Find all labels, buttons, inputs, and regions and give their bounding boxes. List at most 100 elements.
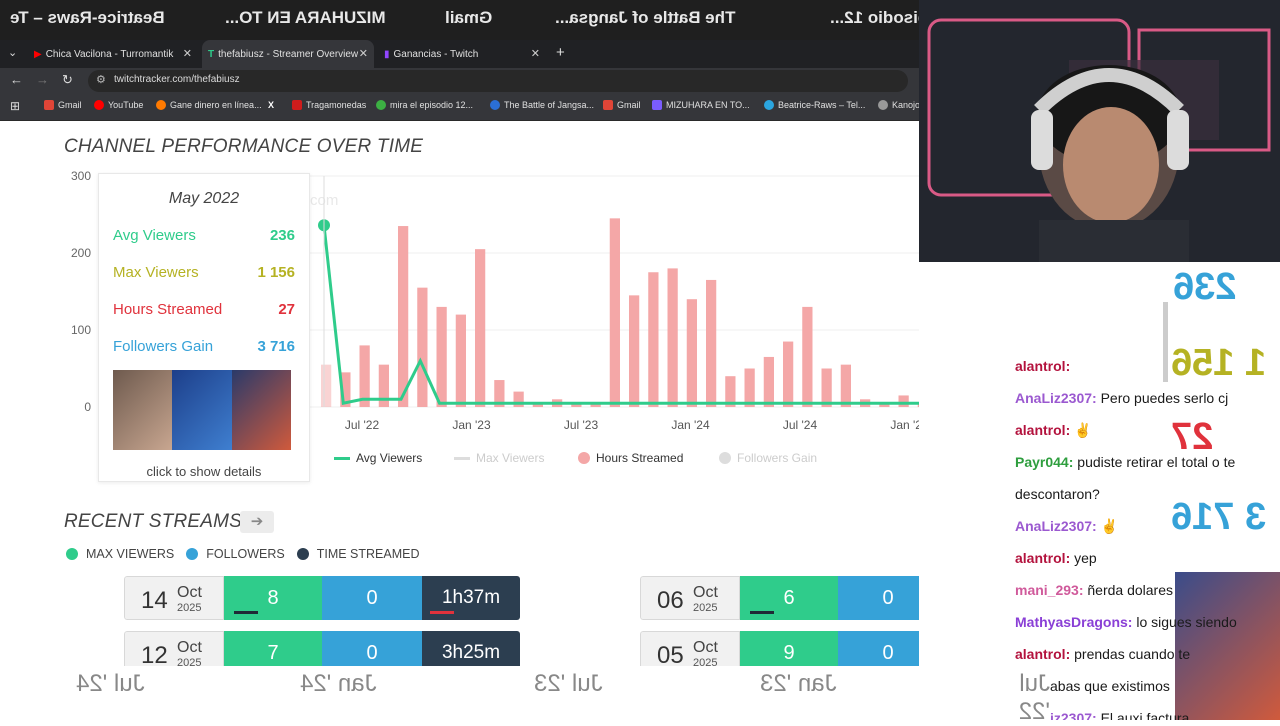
site-icon: [156, 100, 166, 110]
stream-max-viewers: 7: [224, 631, 322, 666]
mirror-text: Gmail: [445, 8, 493, 27]
close-icon[interactable]: ✕: [530, 48, 540, 60]
recent-streams-arrow-button[interactable]: ➔: [240, 511, 274, 533]
hours-streamed-bar: [455, 314, 466, 407]
chat-text: acordabas que existimos: [1015, 678, 1170, 694]
bookmark-youtube[interactable]: YouTube: [94, 100, 143, 110]
chat-text: yep: [1070, 550, 1097, 566]
bookmark-gane-dinero[interactable]: Gane dinero en línea...: [156, 100, 262, 110]
site-icon: [490, 100, 500, 110]
mirror-number: 3 716: [1171, 496, 1267, 538]
stream-max-viewers: 9: [740, 631, 838, 666]
chat-message: alantrol: prendas cuando te: [1015, 646, 1190, 663]
legend-avg-viewers[interactable]: Avg Viewers: [334, 451, 422, 465]
mirror-axis-label: Jan '24: [300, 670, 377, 697]
thumbnail-poppy: [172, 370, 232, 450]
reload-icon[interactable]: ↻: [62, 72, 73, 87]
legend-dot: [719, 452, 731, 464]
bookmark-mizuhara[interactable]: MIZUHARA EN TO...: [652, 100, 750, 110]
scrollbar[interactable]: [1163, 302, 1168, 382]
hours-streamed-bar: [359, 345, 370, 407]
bookmark-beatrice[interactable]: Beatrice-Raws – Tel...: [764, 100, 865, 110]
stream-card[interactable]: 14 Oct 2025 8 0 1h37m: [124, 576, 520, 620]
chat-username[interactable]: AnaLiz2307:: [1015, 710, 1097, 720]
bookmark-battle[interactable]: The Battle of Jangsa...: [490, 100, 594, 110]
legend-max-viewers[interactable]: Max Viewers: [454, 451, 544, 465]
chart-tooltip[interactable]: May 2022 Avg Viewers 236 Max Viewers 1 1…: [98, 173, 310, 482]
close-icon[interactable]: ✕: [182, 48, 192, 60]
tab-chica-vacilona[interactable]: ▶ Chica Vacilona - Turromantik ✕: [28, 40, 198, 68]
hours-streamed-bar: [436, 306, 447, 407]
chat-username[interactable]: Payr044:: [1015, 454, 1074, 470]
back-icon[interactable]: ←: [10, 72, 23, 87]
hours-streamed-bar: [783, 341, 794, 407]
x-tick-label: Jan '25: [890, 418, 920, 432]
hours-streamed-bar: [417, 287, 428, 407]
telegram-icon: [764, 100, 774, 110]
apps-icon[interactable]: ⊞: [10, 99, 21, 113]
bookmark-tragamonedas[interactable]: Tragamonedas: [292, 100, 366, 110]
bookmark-gmail-2[interactable]: Gmail: [603, 100, 641, 110]
bookmark-episodio[interactable]: mira el episodio 12...: [376, 100, 473, 110]
max-viewers-dot: [66, 548, 78, 560]
url-input[interactable]: ⚙ twitchtracker.com/thefabiusz: [88, 70, 908, 92]
chat-username[interactable]: alantrol:: [1015, 550, 1071, 566]
chat-username[interactable]: alantrol:: [1015, 646, 1071, 662]
y-tick-label: 100: [71, 323, 91, 337]
hours-streamed-bar: [609, 218, 620, 407]
chat-message: AnaLiz2307: Pero puedes serlo cj: [1015, 390, 1228, 407]
chat-username[interactable]: alantrol:: [1015, 422, 1071, 438]
chat-text: descontaron?: [1015, 486, 1100, 502]
tab-label: Chica Vacilona - Turromantik: [45, 48, 174, 60]
bookmark-x[interactable]: X: [268, 100, 274, 110]
stream-max-viewers: 6: [740, 576, 838, 620]
chat-username[interactable]: AnaLiz2307:: [1015, 518, 1097, 534]
x-tick-label: Jan '24: [671, 418, 710, 432]
bookmark-gmail[interactable]: Gmail: [44, 100, 82, 110]
chat-username[interactable]: AnaLiz2307:: [1015, 390, 1097, 406]
tab-search-icon[interactable]: ⌄: [8, 47, 18, 59]
hours-streamed-bar: [321, 364, 332, 407]
hours-streamed-bar: [917, 403, 920, 407]
tab-bar: ⌄ ▶ Chica Vacilona - Turromantik ✕ T the…: [0, 40, 920, 68]
chat-username[interactable]: alantrol:: [1015, 358, 1071, 374]
mirror-number: 27: [1171, 416, 1214, 458]
tooltip-footer[interactable]: click to show details: [146, 464, 262, 479]
close-icon[interactable]: ✕: [358, 48, 368, 60]
hours-streamed-bar: [686, 299, 697, 407]
new-tab-button[interactable]: +: [556, 44, 565, 61]
site-info-icon[interactable]: ⚙: [96, 74, 106, 86]
chat-text: pudiste retirar el total o te: [1073, 454, 1236, 470]
chat-text: El auxi factura: [1096, 710, 1190, 720]
mirror-axis-label: Jul '24: [76, 670, 145, 697]
legend-followers-gain[interactable]: Followers Gain: [719, 451, 817, 465]
forward-icon[interactable]: →: [36, 72, 49, 87]
bookmark-kanojo[interactable]: Kanojo: [878, 100, 920, 110]
mirrored-axis-strip: Jul '24 Jan '24 Jul '23 Jan '23 Jul '22: [0, 666, 1050, 725]
stream-card[interactable]: 12 Oct 2025 7 0 3h25m: [124, 631, 520, 666]
mirror-text: el episodio 12...: [830, 8, 920, 27]
thumbnail-rocket-league: [231, 370, 291, 450]
hours-streamed-bar: [513, 391, 524, 407]
stream-date: 06 Oct 2025: [640, 576, 740, 620]
tab-thefabiusz[interactable]: T thefabiusz - Streamer Overview ✕: [202, 40, 374, 68]
chat-message: alantrol: ✌: [1015, 422, 1092, 439]
hours-streamed-bar: [879, 403, 890, 407]
webcam-scene: [919, 0, 1280, 262]
hours-streamed-bar: [629, 295, 640, 407]
hours-streamed-bar: [475, 249, 486, 407]
legend-hours-streamed[interactable]: Hours Streamed: [578, 451, 683, 465]
bookmarks-bar: ⊞ Gmail YouTube Gane dinero en línea... …: [0, 94, 920, 121]
chat-username[interactable]: MathyasDragons:: [1015, 614, 1133, 630]
mirror-text: MIZUHARA EN TO...: [225, 8, 386, 27]
chat-username[interactable]: mani_293:: [1015, 582, 1084, 598]
hours-streamed-bar: [571, 403, 582, 407]
chat-message: AnaLiz2307: ✌: [1015, 518, 1118, 535]
tooltip-max-viewers: Max Viewers 1 156: [113, 264, 295, 281]
tab-ganancias[interactable]: ▮ Ganancias - Twitch ✕: [378, 40, 546, 68]
time-streamed-dot: [296, 548, 309, 560]
stream-progress-bar: [750, 611, 774, 614]
